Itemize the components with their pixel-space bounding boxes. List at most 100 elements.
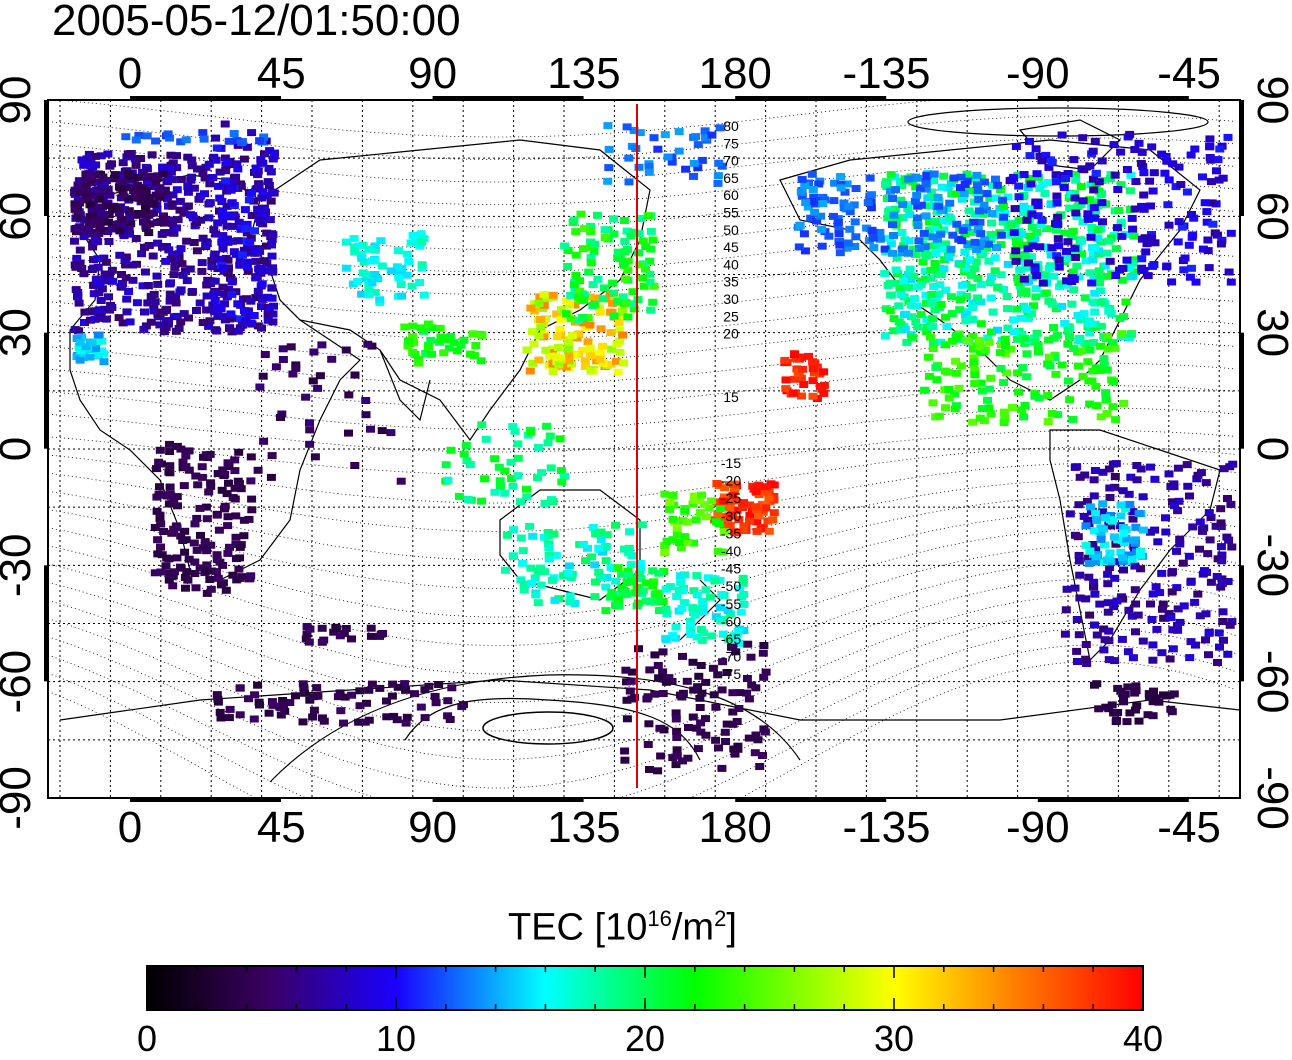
tec-cell	[78, 227, 88, 235]
tec-cell	[795, 222, 805, 230]
tec-cell	[1202, 208, 1212, 216]
tec-cell	[622, 715, 632, 723]
tec-cell	[228, 222, 237, 230]
tec-cell	[807, 170, 817, 178]
tec-cell	[602, 573, 612, 581]
tec-cell	[638, 237, 648, 245]
tec-cell	[1117, 276, 1127, 284]
tec-cell	[1065, 510, 1075, 518]
tec-cell	[985, 385, 995, 393]
tec-cell	[231, 533, 241, 541]
tec-cell	[239, 246, 249, 254]
tec-cell	[1107, 517, 1117, 525]
tec-cell	[1019, 275, 1029, 283]
longitude-labels-top: 0 45 90 135 180 -135 -90 -45	[118, 49, 1221, 98]
tec-cell	[1003, 324, 1013, 332]
tec-cell	[1215, 145, 1225, 153]
tec-cell	[1079, 310, 1089, 318]
tec-cell	[836, 180, 846, 188]
tec-cell	[1186, 578, 1196, 586]
tec-cell	[781, 385, 791, 393]
tec-cell	[948, 231, 958, 239]
tec-cell	[1015, 282, 1025, 290]
tec-cell	[158, 243, 167, 251]
tec-cell	[1035, 243, 1045, 251]
tec-cell	[586, 367, 596, 375]
tec-cell	[1217, 551, 1227, 559]
tec-cell	[79, 233, 89, 241]
tec-cell	[159, 328, 169, 336]
tec-cell	[574, 330, 584, 338]
tec-cell	[620, 756, 630, 764]
tec-cell	[1118, 558, 1128, 565]
tec-cell	[1098, 525, 1108, 533]
tec-cell	[693, 745, 703, 753]
tec-cell	[893, 270, 903, 278]
tec-cell	[982, 190, 992, 198]
tec-cell	[118, 319, 128, 327]
tec-cell	[259, 257, 269, 265]
tec-cell	[117, 271, 126, 278]
tec-cell	[900, 325, 910, 333]
tec-cell	[1116, 148, 1126, 156]
tec-cell	[752, 527, 762, 535]
tec-cell	[645, 257, 655, 265]
tec-cell	[596, 536, 606, 543]
tec-cell	[1105, 257, 1115, 265]
tec-cell	[1120, 690, 1130, 698]
tec-cell	[1146, 202, 1155, 210]
tec-cell	[563, 336, 573, 344]
tec-cell	[1131, 706, 1140, 714]
tec-cell	[91, 178, 101, 186]
tec-cell	[956, 184, 965, 192]
tec-cell	[1013, 369, 1023, 377]
tec-cell	[242, 143, 252, 151]
tec-cell	[1068, 227, 1078, 235]
tec-cell	[1062, 247, 1071, 255]
tec-cell	[155, 310, 165, 318]
tec-cell	[956, 362, 966, 370]
tec-cell	[1014, 193, 1024, 201]
tec-cell	[99, 212, 108, 220]
colorbar-tick-label: 0	[136, 1018, 158, 1059]
tec-cell	[885, 279, 895, 287]
tec-cell	[228, 571, 238, 579]
tec-cell	[298, 718, 308, 726]
tec-cell	[266, 473, 276, 481]
tec-cell	[1122, 256, 1132, 264]
tec-cell	[168, 219, 178, 227]
tec-cell	[1069, 286, 1079, 294]
tec-cell	[251, 257, 261, 265]
tec-cell	[1206, 578, 1216, 586]
tec-cell	[1007, 404, 1017, 411]
tec-cell	[836, 173, 845, 180]
tec-cell	[169, 496, 179, 504]
tec-cell	[234, 218, 244, 226]
tec-cell	[728, 708, 738, 716]
tec-cell	[1168, 568, 1177, 576]
tec-cell	[1121, 505, 1131, 513]
tec-cell	[911, 173, 920, 181]
tec-cell	[153, 550, 163, 558]
tec-cell	[895, 326, 905, 334]
tec-cell	[132, 299, 142, 307]
tec-cell	[165, 490, 175, 498]
tec-cell	[1110, 574, 1120, 582]
tec-cell	[1187, 211, 1196, 218]
tec-cell	[623, 567, 633, 575]
tec-cell	[1009, 173, 1019, 181]
tec-cell	[1166, 614, 1176, 622]
tec-cell	[835, 237, 845, 245]
tec-cell	[187, 288, 197, 296]
tec-cell	[172, 164, 182, 172]
tec-cell	[181, 267, 190, 275]
tec-cell	[223, 256, 233, 264]
tec-cell	[197, 473, 207, 481]
tec-cell	[1082, 660, 1092, 667]
tec-cell	[141, 206, 151, 214]
tec-cell	[1112, 597, 1122, 605]
tec-cell	[1029, 302, 1038, 310]
tec-cell	[729, 745, 739, 753]
tec-cell	[121, 184, 131, 191]
tec-cell	[698, 608, 708, 616]
